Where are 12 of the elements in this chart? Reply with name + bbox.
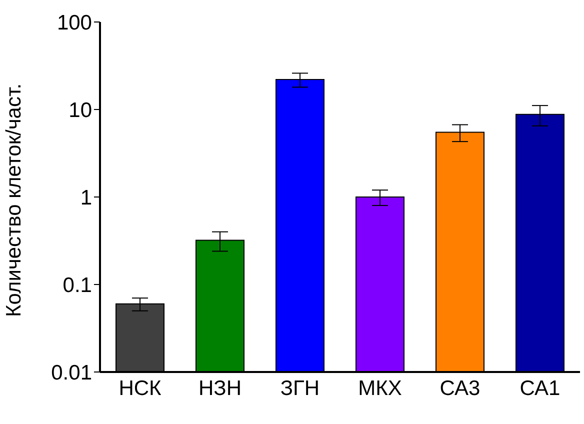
x-tick-label: СА1 [520,376,560,400]
x-tick-label: НЗН [198,376,242,400]
y-axis-title: Количество клеток/част. [2,83,26,317]
x-tick-label: СА3 [440,376,480,400]
x-tick-label: ЗГН [280,376,320,400]
y-tick-label: 0.1 [62,274,92,297]
x-tick-label: МКХ [358,376,402,400]
y-tick-label: 100 [56,11,92,34]
x-tick-label: НСК [118,376,162,400]
y-tick-label: 10 [68,98,92,122]
y-tick-label: 1 [80,186,92,210]
y-tick-label: 0.01 [51,361,92,384]
